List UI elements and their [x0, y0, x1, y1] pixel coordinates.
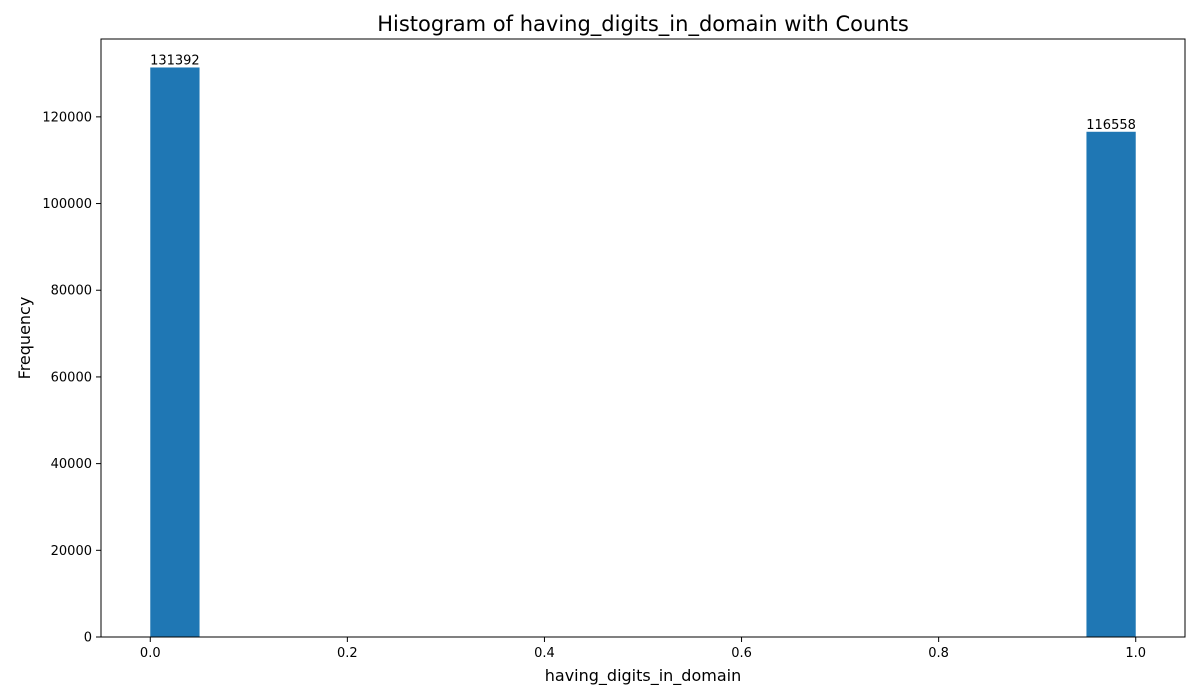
y-tick-label-2: 40000: [51, 457, 92, 472]
x-tick-label-3: 0.6: [731, 646, 752, 661]
bar-count-label-0: 131392: [150, 53, 200, 68]
y-tick-label-4: 80000: [51, 284, 92, 299]
data-labels-group: 131392 116558: [150, 53, 1136, 132]
x-tick-label-0: 0.0: [140, 646, 161, 661]
chart-title: Histogram of having_digits_in_domain wit…: [377, 12, 909, 37]
y-tick-label-3: 60000: [51, 370, 92, 385]
y-axis-label: Frequency: [15, 297, 34, 380]
y-tick-label-0: 0: [84, 631, 92, 646]
plot-frame: [100, 38, 1186, 638]
x-tick-label-1: 0.2: [337, 646, 358, 661]
bars-group: [150, 67, 1136, 637]
x-axis-label: having_digits_in_domain: [545, 666, 741, 686]
histogram-bar-1: [1086, 131, 1136, 637]
x-axis-ticks: 0.0 0.2 0.4 0.6 0.8 1.0: [140, 637, 1146, 661]
x-tick-label-4: 0.8: [928, 646, 949, 661]
histogram-bar-0: [150, 67, 200, 637]
x-tick-label-5: 1.0: [1125, 646, 1146, 661]
y-axis-ticks: 0 20000 40000 60000 80000 100000 120000: [42, 110, 101, 646]
x-tick-label-2: 0.4: [534, 646, 555, 661]
bar-count-label-1: 116558: [1086, 118, 1136, 133]
y-tick-label-1: 20000: [51, 544, 92, 559]
y-tick-label-5: 100000: [42, 197, 92, 212]
y-tick-label-6: 120000: [42, 110, 92, 125]
